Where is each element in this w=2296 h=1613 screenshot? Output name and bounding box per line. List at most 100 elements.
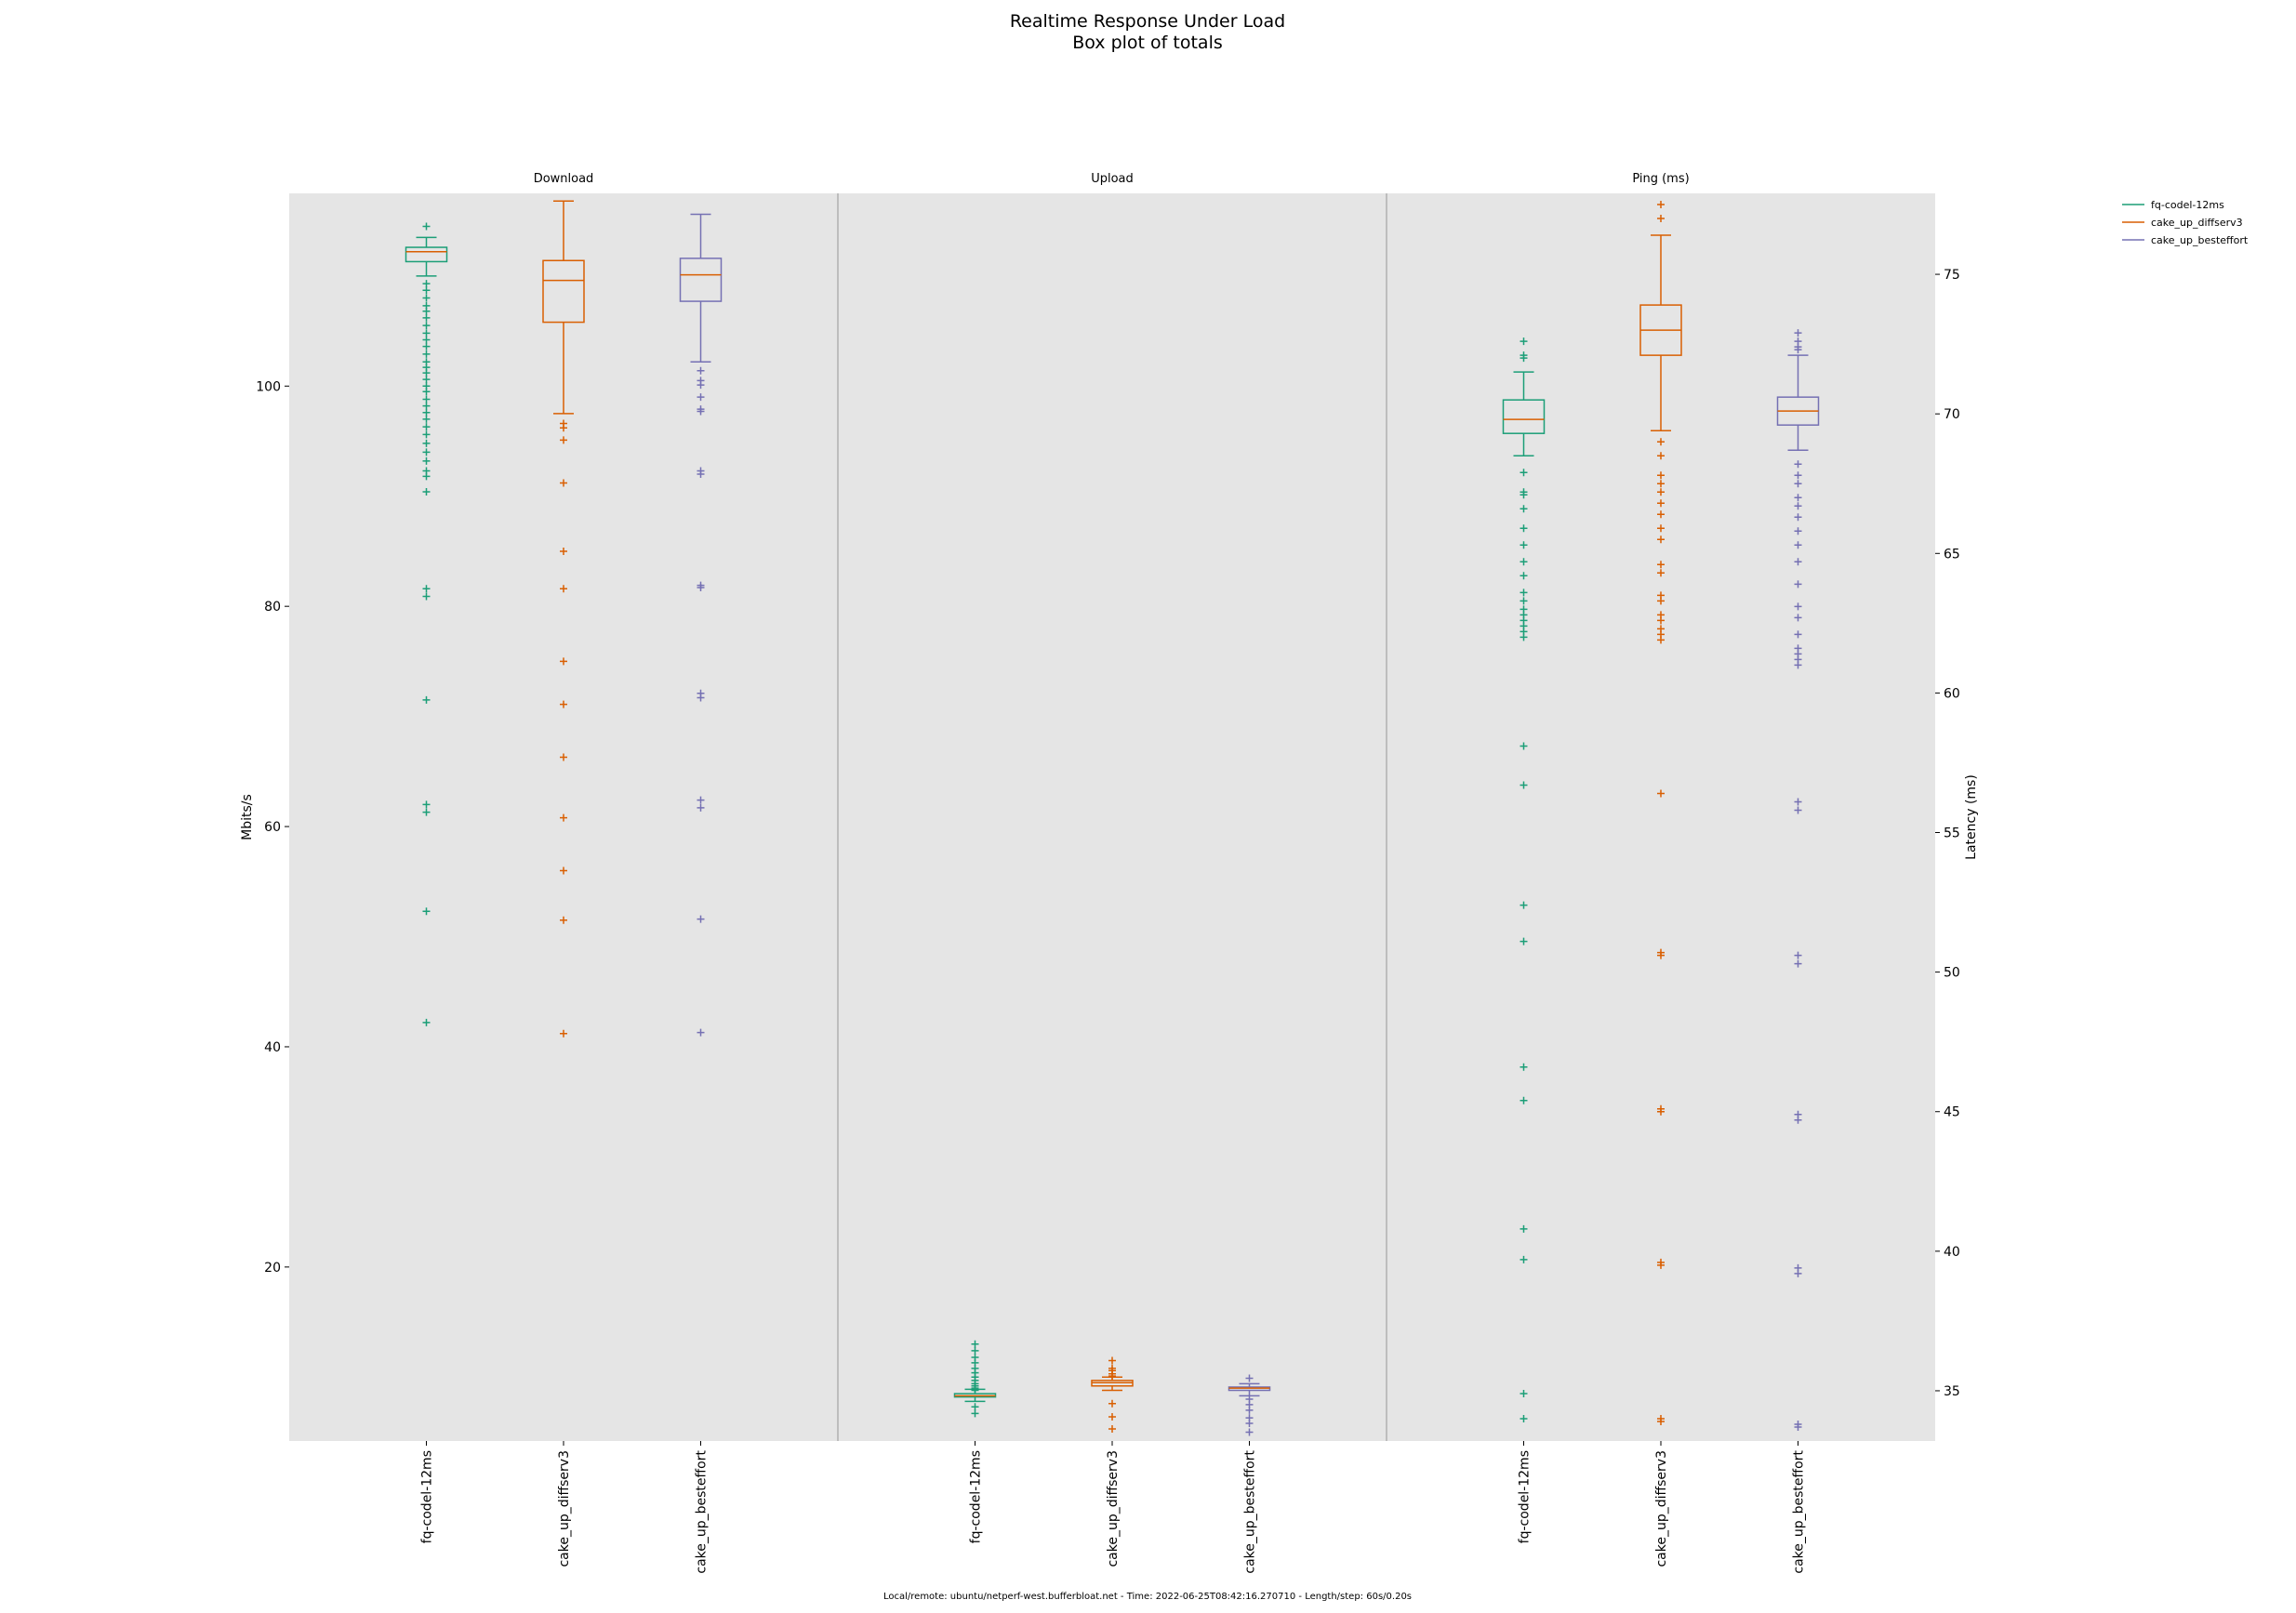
outlier-point — [422, 222, 431, 231]
outlier-point — [971, 1340, 979, 1348]
outlier-point — [422, 369, 431, 377]
outlier-point — [697, 381, 705, 390]
outlier-point — [1657, 510, 1665, 519]
outlier-point — [560, 479, 567, 487]
panel-title: Upload — [1091, 172, 1134, 186]
box-fq-codel-12ms — [405, 222, 448, 1026]
outlier-point — [1108, 1412, 1116, 1421]
outlier-point — [560, 657, 567, 666]
outlier-point — [1657, 488, 1665, 496]
left-axis-tick-label: 60 — [264, 820, 281, 835]
outlier-point — [1794, 541, 1802, 549]
outlier-point — [422, 307, 431, 315]
outlier-point — [1520, 1224, 1528, 1233]
outlier-point — [697, 407, 705, 416]
outlier-point — [422, 907, 431, 916]
x-axis-tick-label: fq-codel-12ms — [1518, 1450, 1533, 1543]
outlier-point — [422, 808, 431, 816]
legend-label: cake_up_besteffort — [2151, 234, 2249, 246]
box-cake_up_diffserv3 — [1639, 201, 1682, 1425]
outlier-point — [1794, 460, 1802, 469]
outlier-point — [560, 700, 567, 708]
x-axis-tick-label: cake_up_diffserv3 — [1654, 1450, 1669, 1567]
outlier-point — [1794, 951, 1802, 959]
outlier-point — [971, 1409, 979, 1418]
outlier-point — [1245, 1420, 1254, 1428]
x-axis-tick-label: cake_up_diffserv3 — [557, 1450, 572, 1567]
outlier-point — [422, 800, 431, 809]
outlier-point — [1520, 742, 1528, 750]
outlier-point — [422, 286, 431, 295]
outlier-point — [422, 439, 431, 447]
outlier-point — [1520, 937, 1528, 945]
outlier-point — [1794, 502, 1802, 510]
outlier-point — [1245, 1374, 1254, 1382]
outlier-point — [422, 430, 431, 439]
outlier-point — [697, 584, 705, 592]
box-cake_up_diffserv3 — [1091, 1356, 1134, 1433]
outlier-point — [971, 1346, 979, 1355]
outlier-point — [1657, 535, 1665, 544]
chart-subtitle: Box plot of totals — [1072, 33, 1223, 53]
outlier-point — [1794, 471, 1802, 480]
outlier-point — [1657, 636, 1665, 644]
outlier-point — [422, 448, 431, 456]
right-axis-label: Latency (ms) — [1964, 774, 1979, 860]
outlier-point — [1245, 1428, 1254, 1436]
outlier-point — [1657, 215, 1665, 223]
outlier-point — [1657, 1107, 1665, 1116]
outlier-point — [1794, 630, 1802, 639]
outlier-point — [1520, 1063, 1528, 1071]
outlier-point — [1108, 1424, 1116, 1433]
outlier-point — [1794, 959, 1802, 968]
outlier-point — [1794, 1422, 1802, 1431]
left-axis-tick-label: 20 — [264, 1261, 281, 1276]
outlier-point — [560, 753, 567, 761]
outlier-point — [1794, 513, 1802, 522]
right-axis-tick-label: 60 — [1944, 686, 1960, 701]
outlier-point — [1657, 616, 1665, 625]
right-axis-tick-label: 70 — [1944, 407, 1960, 422]
outlier-point — [560, 436, 567, 444]
outlier-point — [1657, 1417, 1665, 1425]
outlier-point — [1245, 1406, 1254, 1414]
outlier-point — [1794, 798, 1802, 806]
box-cake_up_besteffort — [679, 213, 723, 1037]
outlier-point — [422, 294, 431, 302]
outlier-point — [422, 1018, 431, 1026]
outlier-point — [1520, 781, 1528, 789]
outlier-point — [1520, 1389, 1528, 1397]
box-iqr — [679, 258, 723, 302]
outlier-point — [1657, 561, 1665, 569]
outlier-point — [422, 423, 431, 431]
outlier-point — [1108, 1399, 1116, 1408]
outlier-point — [560, 424, 567, 432]
outlier-point — [1657, 951, 1665, 959]
box-fq-codel-12ms — [1502, 337, 1546, 1422]
outlier-point — [1794, 346, 1802, 354]
box-cake_up_diffserv3 — [542, 200, 585, 1038]
outlier-point — [1657, 789, 1665, 798]
outlier-point — [1657, 1261, 1665, 1269]
outlier-point — [422, 329, 431, 337]
outlier-point — [422, 585, 431, 593]
outlier-point — [1657, 438, 1665, 446]
outlier-point — [1520, 337, 1528, 346]
chart-title: Realtime Response Under Load — [1010, 11, 1285, 32]
right-axis-tick-label: 50 — [1944, 966, 1960, 981]
left-axis-tick-label: 100 — [256, 379, 281, 394]
outlier-point — [697, 803, 705, 812]
right-axis-tick-label: 40 — [1944, 1245, 1960, 1260]
box-fq-codel-12ms — [953, 1340, 997, 1418]
outlier-point — [560, 585, 567, 593]
box-cake_up_besteffort — [1228, 1374, 1271, 1436]
box-iqr — [1502, 399, 1546, 434]
outlier-point — [697, 694, 705, 702]
outlier-point — [1794, 806, 1802, 814]
outlier-point — [1794, 558, 1802, 566]
outlier-point — [1657, 480, 1665, 488]
outlier-point — [422, 342, 431, 350]
outlier-point — [422, 322, 431, 330]
outlier-point — [1794, 329, 1802, 337]
